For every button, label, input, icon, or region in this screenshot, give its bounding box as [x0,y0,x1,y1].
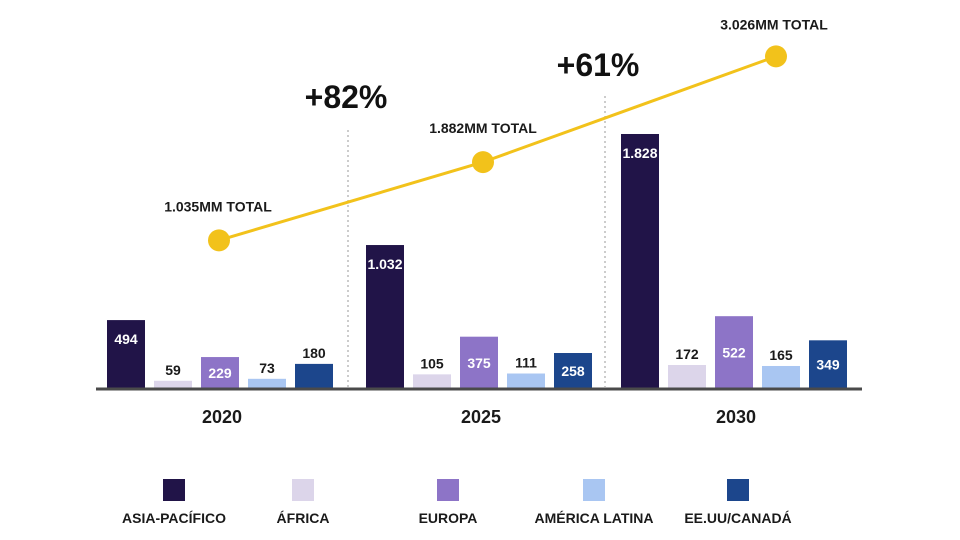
total-label-2020: 1.035MM TOTAL [164,198,272,214]
bar-label-africa-2020: 59 [165,362,181,378]
bars [107,133,847,389]
bar-asia-pacifico-2030 [621,133,659,389]
legend-swatch-america-latina [583,479,605,501]
total-point-2025 [472,151,494,174]
period-dividers [347,96,606,387]
bar-america-latina-2020 [248,378,286,389]
growth-label-2: +61% [557,47,640,83]
legend-label-ee-uu-canada: EE.UU/CANADÁ [684,510,791,526]
legend-label-europa: EUROPA [419,510,478,526]
legend-label-africa: ÁFRICA [277,510,330,526]
legend-swatch-ee-uu-canada [727,479,749,501]
bar-europa-2025 [460,336,498,389]
bar-label-europa-2030: 522 [722,345,746,361]
category-label-2020: 2020 [202,407,242,427]
bar-ee-uu-canada-2025 [554,353,592,389]
bar-label-ee-uu-canada-2020: 180 [302,345,326,361]
growth-labels: +82% +61% [305,47,640,115]
legend-swatch-africa [292,479,314,501]
bar-label-america-latina-2030: 165 [769,347,793,363]
bar-label-america-latina-2025: 111 [515,355,537,371]
legend-swatch-asia-pacifico [163,479,185,501]
bar-label-europa-2020: 229 [208,365,232,381]
bar-label-asia-pacifico-2025: 1.032 [367,256,402,272]
total-label-2030: 3.026MM TOTAL [720,16,828,32]
total-point-2020 [208,229,230,252]
legend-label-america-latina: AMÉRICA LATINA [535,510,654,526]
bar-label-africa-2030: 172 [675,346,699,362]
total-label-2025: 1.882MM TOTAL [429,120,537,136]
bar-asia-pacifico-2020 [107,320,145,389]
total-trend-line [218,54,777,242]
bar-africa-2025 [413,374,451,389]
total-labels: 1.035MM TOTAL 1.882MM TOTAL 3.026MM TOTAL [164,16,828,214]
category-labels: 2020 2025 2030 [202,407,756,427]
bar-label-asia-pacifico-2030: 1.828 [622,145,657,161]
bar-label-asia-pacifico-2020: 494 [114,331,138,347]
bar-ee-uu-canada-2030 [809,340,847,389]
bar-ee-uu-canada-2020 [295,363,333,389]
category-label-2030: 2030 [716,407,756,427]
bar-value-labels: 494 59 229 73 180 1.032 105 375 111 258 1.828 172 52… [114,145,840,381]
legend: ASIA-PACÍFICO ÁFRICA EUROPA AMÉRICA LATINA E… [122,479,792,526]
bar-asia-pacifico-2025 [366,245,404,389]
bar-label-ee-uu-canada-2025: 258 [561,363,585,379]
bar-europa-2020 [201,357,239,389]
legend-swatch-europa [437,479,459,501]
bar-africa-2030 [668,365,706,389]
category-label-2025: 2025 [461,407,501,427]
bar-africa-2020 [154,380,192,389]
total-line [208,45,787,252]
bar-label-europa-2025: 375 [467,355,491,371]
bar-label-africa-2025: 105 [420,355,444,371]
bar-america-latina-2030 [762,365,800,389]
bar-label-ee-uu-canada-2030: 349 [816,357,840,373]
legend-label-asia-pacifico: ASIA-PACÍFICO [122,510,226,526]
bar-europa-2030 [715,316,753,389]
growth-label-1: +82% [305,79,388,115]
bar-america-latina-2025 [507,373,545,389]
bar-label-america-latina-2020: 73 [259,360,275,376]
total-point-2030 [765,45,787,68]
